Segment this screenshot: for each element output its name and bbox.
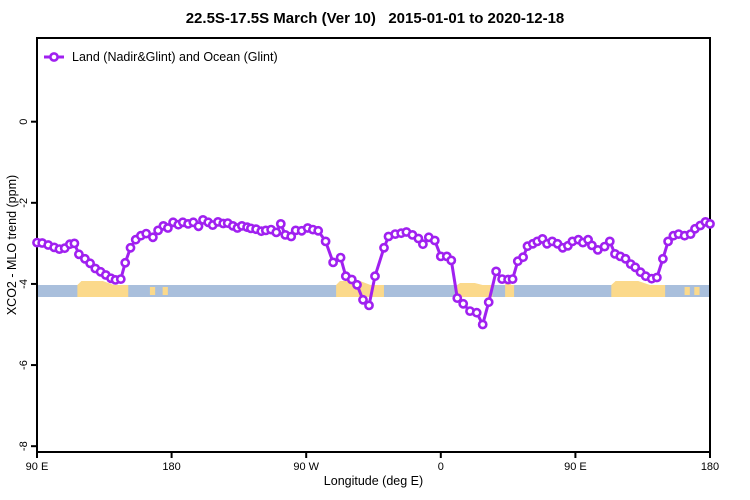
x-tick-label: 90 W: [293, 461, 319, 473]
land-patch: [77, 281, 129, 297]
data-point-marker: [417, 239, 428, 250]
x-tick-label: 90 E: [564, 461, 587, 473]
data-point-marker: [452, 293, 463, 303]
data-point-marker: [446, 255, 457, 266]
data-point-marker: [162, 223, 173, 233]
y-tick-label: -8: [18, 441, 30, 451]
data-point-marker: [286, 231, 297, 242]
data-point-marker: [652, 272, 662, 283]
data-point-marker: [477, 319, 488, 330]
data-point-marker: [275, 218, 286, 229]
y-tick-label: -6: [18, 360, 30, 370]
data-point-marker: [429, 235, 440, 246]
data-point-marker: [147, 232, 158, 243]
data-point-marker: [74, 249, 84, 260]
x-tick-label: 0: [438, 461, 444, 473]
legend-label: Land (Nadir&Glint) and Ocean (Glint): [72, 50, 278, 64]
data-point-marker: [518, 252, 528, 263]
data-point-marker: [125, 242, 136, 253]
data-point-marker: [663, 236, 673, 247]
legend-marker-icon: [49, 52, 59, 62]
x-tick-label: 90 E: [26, 461, 49, 473]
data-point-marker: [507, 274, 518, 284]
data-point-marker: [193, 221, 204, 232]
data-point-marker: [471, 307, 482, 318]
land-patch: [684, 287, 690, 295]
land-patch: [162, 287, 168, 295]
land-patch: [694, 287, 700, 295]
land-patch: [149, 287, 156, 295]
data-point-marker: [313, 225, 324, 236]
y-tick-label: 0: [18, 119, 30, 125]
x-axis-label: Longitude (deg E): [323, 474, 424, 488]
data-point-marker: [115, 274, 126, 284]
data-point-marker: [69, 238, 80, 249]
land-patch: [611, 281, 666, 297]
land-patch: [457, 283, 493, 297]
data-point-marker: [335, 252, 346, 263]
y-tick-label: -4: [18, 279, 30, 289]
data-point-marker: [604, 236, 615, 247]
land-patch: [505, 283, 515, 297]
data-point-marker: [364, 300, 374, 311]
data-point-marker: [320, 236, 331, 247]
data-point-marker: [658, 253, 668, 264]
data-point-marker: [705, 218, 715, 229]
y-axis-label: XCO2 - MLO trend (ppm): [5, 174, 19, 316]
data-point-marker: [458, 298, 469, 309]
y-tick-label: -2: [18, 198, 30, 208]
data-point-marker: [358, 294, 368, 305]
x-tick-label: 180: [162, 461, 180, 473]
data-point-marker: [120, 257, 131, 268]
x-tick-label: 180: [701, 461, 719, 473]
data-point-marker: [370, 271, 380, 282]
data-point-marker: [379, 242, 389, 253]
data-point-marker: [587, 240, 597, 251]
data-point-marker: [483, 297, 494, 308]
data-point-marker: [271, 227, 282, 238]
chart-title: 22.5S-17.5S March (Ver 10) 2015-01-01 to…: [185, 10, 565, 27]
data-point-marker: [328, 257, 338, 268]
data-point-marker: [352, 279, 362, 290]
data-point-marker: [491, 266, 501, 277]
